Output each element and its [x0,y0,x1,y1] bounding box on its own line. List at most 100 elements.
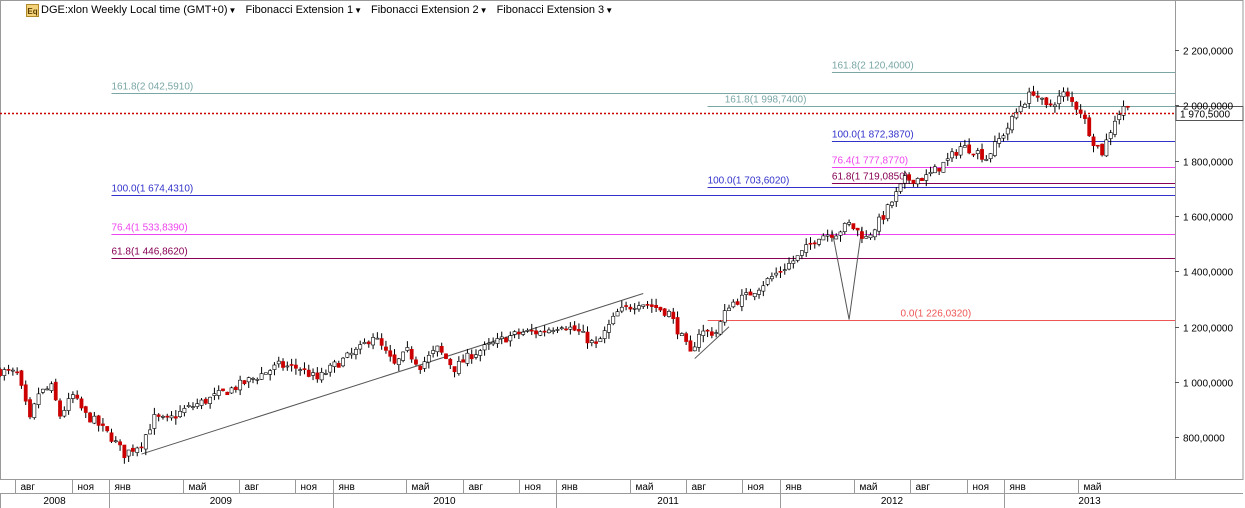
candle [718,320,723,336]
candle [229,386,234,394]
candle [491,337,496,347]
fib-extension-2-menu[interactable]: Fibonacci Extension 2 ▼ [371,4,488,16]
candle [512,330,517,339]
y-tick-label: 1 600,0000 [1183,213,1233,224]
candle [1070,91,1074,107]
candle-body [173,416,178,419]
candle-body [534,330,538,335]
candle-body [499,336,504,339]
month-label: авг [469,482,484,493]
candle [332,359,337,373]
candle-body [628,306,633,310]
candle [139,442,144,452]
candle-body [255,379,260,381]
candle [705,329,710,338]
candle-body [937,167,942,172]
candle [692,341,697,352]
candle [971,153,976,158]
candle [864,230,869,239]
candle-body [272,364,277,370]
year-label: 2012 [881,496,904,507]
candle [1018,100,1023,115]
candle [744,288,749,301]
candle-body [161,416,165,418]
candle-body [744,292,749,295]
candle-body [165,415,170,418]
current-price-layer: 1 970,5000 [0,106,1244,121]
candle [1027,87,1032,109]
candle [281,358,285,371]
candle [482,341,487,356]
candle [795,255,800,263]
candle-body [1095,144,1100,147]
candle [40,388,45,395]
candle [941,161,946,173]
candle-body [950,151,954,159]
candle [486,338,491,350]
candle-body [619,306,624,312]
candle [637,301,641,312]
candle-body [615,311,620,317]
candle-body [675,317,680,335]
candle-body [791,260,796,264]
candle-body [379,338,384,346]
candle [748,288,753,296]
candle [855,227,860,237]
candle [765,277,770,287]
candle-body [860,231,864,239]
candle-body [118,441,122,446]
candle [478,348,483,362]
candle [684,331,689,346]
candle [577,323,581,335]
candle [679,332,684,337]
candle-body [49,383,54,391]
candle [701,324,706,343]
fib-extension-1-menu[interactable]: Fibonacci Extension 1 ▼ [245,4,362,16]
candle-body [877,216,882,232]
symbol-title-menu[interactable]: DGE:xlon Weekly Local time (GMT+0) ▼ [41,4,236,16]
candle-body [911,179,916,184]
candle [319,367,324,383]
candle-body [1053,104,1057,107]
month-label: авг [692,482,707,493]
candle [0,367,2,378]
candle [607,319,611,339]
candle [1005,122,1010,141]
candle-body [345,352,350,358]
candle-body [135,447,140,453]
candle-body [469,354,474,360]
candle-body [800,250,804,256]
candle [731,299,736,309]
candle-body [872,229,877,238]
candle-body [538,331,543,336]
candle-body [478,350,483,356]
candle-body [1027,91,1032,104]
candle-body [589,340,594,344]
candle [890,201,894,209]
candle [830,231,834,242]
chart-toolbar: Eq DGE:xlon Weekly Local time (GMT+0) ▼ … [26,2,622,18]
candle-body [980,149,984,160]
trendline [694,326,730,359]
candle-body [992,141,997,156]
candle-body [808,242,813,245]
candle-body [186,405,191,407]
dropdown-caret-icon: ▼ [479,5,488,15]
candle [409,346,414,363]
candle [414,356,418,366]
candle [894,187,899,207]
candle [246,376,251,388]
candle-body [697,333,701,348]
candle-body [414,359,418,365]
candle [289,358,294,372]
month-label: май [860,482,878,493]
fib-extension-3-menu[interactable]: Fibonacci Extension 3 ▼ [497,4,614,16]
candle [148,423,152,435]
candle-body [246,377,251,383]
fib-level-label: 100.0(1 872,3870) [832,130,914,141]
candle [997,132,1002,148]
candle-body [722,310,727,323]
candle [362,338,367,345]
candle-body [577,329,581,332]
